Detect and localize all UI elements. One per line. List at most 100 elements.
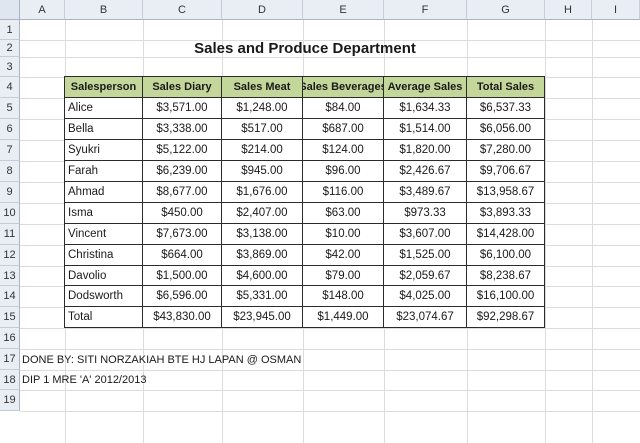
value-cell[interactable]: $1,449.00 — [302, 306, 384, 328]
column-header-b[interactable]: B — [65, 0, 143, 20]
value-cell[interactable]: $10.00 — [302, 223, 384, 245]
value-cell[interactable]: $9,706.67 — [466, 160, 545, 182]
value-cell[interactable]: $96.00 — [302, 160, 384, 182]
row-header-8[interactable]: 8 — [0, 161, 20, 182]
value-cell[interactable]: $3,607.00 — [383, 223, 467, 245]
salesperson-cell[interactable]: Christina — [64, 244, 143, 266]
column-header-e[interactable]: E — [303, 0, 384, 20]
value-cell[interactable]: $2,426.67 — [383, 160, 467, 182]
value-cell[interactable]: $14,428.00 — [466, 223, 545, 245]
value-cell[interactable]: $148.00 — [302, 285, 384, 307]
salesperson-cell[interactable]: Alice — [64, 97, 143, 119]
value-cell[interactable]: $42.00 — [302, 244, 384, 266]
value-cell[interactable]: $664.00 — [142, 244, 222, 266]
table-header-cell[interactable]: Sales Diary — [142, 76, 222, 98]
value-cell[interactable]: $8,677.00 — [142, 181, 222, 203]
row-header-16[interactable]: 16 — [0, 328, 20, 349]
value-cell[interactable]: $1,248.00 — [221, 97, 303, 119]
row-header-5[interactable]: 5 — [0, 98, 20, 119]
value-cell[interactable]: $23,074.67 — [383, 306, 467, 328]
value-cell[interactable]: $973.33 — [383, 202, 467, 224]
table-header-cell[interactable]: Salesperson — [64, 76, 143, 98]
value-cell[interactable]: $3,338.00 — [142, 118, 222, 140]
row-header-10[interactable]: 10 — [0, 203, 20, 224]
note-text[interactable]: DIP 1 MRE 'A' 2012/2013 — [22, 374, 147, 386]
value-cell[interactable]: $1,820.00 — [383, 139, 467, 161]
value-cell[interactable]: $23,945.00 — [221, 306, 303, 328]
select-all-corner[interactable] — [0, 0, 20, 20]
row-header-3[interactable]: 3 — [0, 57, 20, 77]
value-cell[interactable]: $3,893.33 — [466, 202, 545, 224]
value-cell[interactable]: $214.00 — [221, 139, 303, 161]
row-header-17[interactable]: 17 — [0, 349, 20, 370]
note-text[interactable]: DONE BY: SITI NORZAKIAH BTE HJ LAPAN @ O… — [22, 353, 302, 366]
table-header-cell[interactable]: Sales Meat — [221, 76, 303, 98]
row-header-12[interactable]: 12 — [0, 245, 20, 266]
salesperson-cell[interactable]: Ahmad — [64, 181, 143, 203]
value-cell[interactable]: $1,500.00 — [142, 265, 222, 286]
value-cell[interactable]: $8,238.67 — [466, 265, 545, 286]
value-cell[interactable]: $116.00 — [302, 181, 384, 203]
salesperson-cell[interactable]: Isma — [64, 202, 143, 224]
row-header-2[interactable]: 2 — [0, 40, 20, 57]
salesperson-cell[interactable]: Davolio — [64, 265, 143, 286]
row-header-15[interactable]: 15 — [0, 307, 20, 328]
value-cell[interactable]: $16,100.00 — [466, 285, 545, 307]
value-cell[interactable]: $63.00 — [302, 202, 384, 224]
value-cell[interactable]: $517.00 — [221, 118, 303, 140]
row-header-9[interactable]: 9 — [0, 182, 20, 203]
value-cell[interactable]: $79.00 — [302, 265, 384, 286]
value-cell[interactable]: $2,407.00 — [221, 202, 303, 224]
value-cell[interactable]: $3,489.67 — [383, 181, 467, 203]
value-cell[interactable]: $5,122.00 — [142, 139, 222, 161]
row-header-19[interactable]: 19 — [0, 390, 20, 411]
value-cell[interactable]: $3,571.00 — [142, 97, 222, 119]
value-cell[interactable]: $13,958.67 — [466, 181, 545, 203]
value-cell[interactable]: $6,100.00 — [466, 244, 545, 266]
row-header-13[interactable]: 13 — [0, 266, 20, 286]
row-header-1[interactable]: 1 — [0, 20, 20, 40]
value-cell[interactable]: $6,239.00 — [142, 160, 222, 182]
value-cell[interactable]: $7,280.00 — [466, 139, 545, 161]
table-header-cell[interactable]: Total Sales — [466, 76, 545, 98]
column-header-c[interactable]: C — [143, 0, 222, 20]
column-header-g[interactable]: G — [467, 0, 545, 20]
salesperson-cell[interactable]: Total — [64, 306, 143, 328]
row-header-7[interactable]: 7 — [0, 140, 20, 161]
value-cell[interactable]: $3,869.00 — [221, 244, 303, 266]
value-cell[interactable]: $6,056.00 — [466, 118, 545, 140]
value-cell[interactable]: $687.00 — [302, 118, 384, 140]
column-header-h[interactable]: H — [545, 0, 592, 20]
column-header-d[interactable]: D — [222, 0, 303, 20]
value-cell[interactable]: $84.00 — [302, 97, 384, 119]
value-cell[interactable]: $1,676.00 — [221, 181, 303, 203]
value-cell[interactable]: $3,138.00 — [221, 223, 303, 245]
value-cell[interactable]: $945.00 — [221, 160, 303, 182]
value-cell[interactable]: $2,059.67 — [383, 265, 467, 286]
value-cell[interactable]: $124.00 — [302, 139, 384, 161]
row-header-4[interactable]: 4 — [0, 77, 20, 98]
value-cell[interactable]: $5,331.00 — [221, 285, 303, 307]
row-header-6[interactable]: 6 — [0, 119, 20, 140]
column-header-i[interactable]: I — [592, 0, 640, 20]
salesperson-cell[interactable]: Vincent — [64, 223, 143, 245]
value-cell[interactable]: $1,634.33 — [383, 97, 467, 119]
value-cell[interactable]: $1,514.00 — [383, 118, 467, 140]
value-cell[interactable]: $450.00 — [142, 202, 222, 224]
column-header-a[interactable]: A — [20, 0, 65, 20]
salesperson-cell[interactable]: Dodsworth — [64, 285, 143, 307]
column-header-f[interactable]: F — [384, 0, 467, 20]
row-header-11[interactable]: 11 — [0, 224, 20, 245]
value-cell[interactable]: $92,298.67 — [466, 306, 545, 328]
table-header-cell[interactable]: Average Sales — [383, 76, 467, 98]
value-cell[interactable]: $6,537.33 — [466, 97, 545, 119]
value-cell[interactable]: $1,525.00 — [383, 244, 467, 266]
value-cell[interactable]: $43,830.00 — [142, 306, 222, 328]
table-header-cell[interactable]: Sales Beverages — [302, 76, 384, 98]
salesperson-cell[interactable]: Bella — [64, 118, 143, 140]
value-cell[interactable]: $4,600.00 — [221, 265, 303, 286]
value-cell[interactable]: $7,673.00 — [142, 223, 222, 245]
salesperson-cell[interactable]: Farah — [64, 160, 143, 182]
row-header-18[interactable]: 18 — [0, 370, 20, 390]
